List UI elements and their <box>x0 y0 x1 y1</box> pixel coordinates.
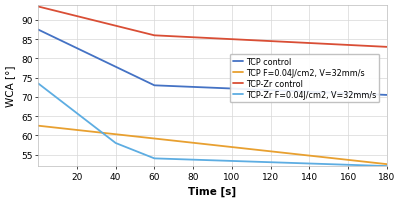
TCP-Zr F=0.04J/cm2, V=32mm/s <box>385 165 389 167</box>
Line: TCP-Zr control: TCP-Zr control <box>38 7 387 48</box>
TCP control <box>152 85 157 87</box>
TCP-Zr control <box>385 46 389 49</box>
X-axis label: Time [s]: Time [s] <box>188 186 237 197</box>
Legend: TCP control, TCP F=0.04J/cm2, V=32mm/s, TCP-Zr control, TCP-Zr F=0.04J/cm2, V=32: TCP control, TCP F=0.04J/cm2, V=32mm/s, … <box>230 55 379 103</box>
Y-axis label: WCA [°]: WCA [°] <box>6 65 16 106</box>
TCP-Zr control <box>152 35 157 37</box>
TCP-Zr F=0.04J/cm2, V=32mm/s <box>152 157 157 160</box>
Line: TCP-Zr F=0.04J/cm2, V=32mm/s: TCP-Zr F=0.04J/cm2, V=32mm/s <box>38 84 387 166</box>
TCP-Zr control <box>36 6 41 9</box>
TCP-Zr F=0.04J/cm2, V=32mm/s <box>113 142 118 144</box>
TCP control <box>385 94 389 97</box>
TCP control <box>36 29 41 32</box>
TCP-Zr F=0.04J/cm2, V=32mm/s <box>36 83 41 85</box>
Line: TCP control: TCP control <box>38 30 387 96</box>
